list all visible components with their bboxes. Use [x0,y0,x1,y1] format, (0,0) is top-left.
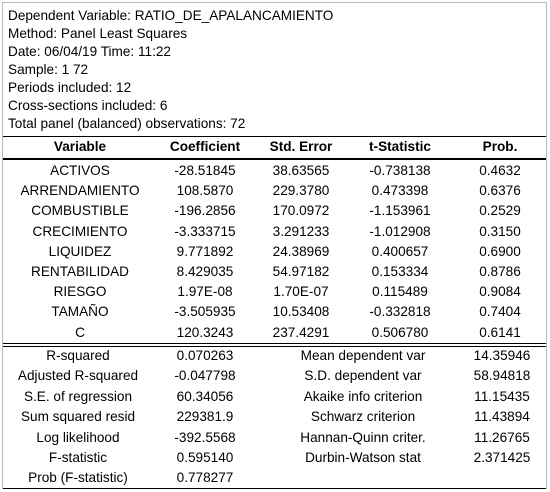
stat-label: Schwarz criterion [310,409,416,425]
variable-name: TAMAÑO [51,304,109,320]
prob-value: 0.6376 [479,183,521,199]
coefficient-value: -3.333715 [174,223,236,239]
stat-label: Sum squared resid [20,409,136,425]
stat-label: R-squared [46,348,110,363]
periods-line: Periods included: 12 [8,80,132,95]
stat-label: S.D. dependent var [304,368,422,384]
sample-line: Sample: 1 72 [8,62,89,77]
std-error-value: 237.4291 [272,324,330,340]
stat-label: Hannan-Quinn criter. [300,429,426,445]
stat-value: 14.35946 [473,348,531,363]
t-statistic-value: -0.332818 [369,304,431,320]
method-line: Method: Panel Least Squares [8,26,188,41]
t-statistic-value: 0.153334 [371,264,429,279]
stat-label: F-statistic [48,450,108,465]
prob-value: 0.4632 [479,163,521,178]
coefficient-value: 8.429035 [176,264,234,279]
prob-value: 0.2529 [479,203,521,219]
date-time-line: Date: 06/04/19 Time: 11:22 [8,44,171,59]
prob-value: 0.8786 [479,264,521,279]
stat-value: 0.595140 [176,450,234,465]
variable-name: RIESGO [53,284,107,300]
variable-name: CRECIMIENTO [32,223,128,239]
std-error-value: 1.70E-07 [273,284,329,300]
t-statistic-value: 0.506780 [371,324,429,340]
variable-name: LIQUIDEZ [48,243,112,259]
stats-top-rule-double [3,346,546,347]
prob-value: 0.6900 [479,243,521,259]
coefficient-value: 1.97E-08 [177,284,233,300]
stat-label: Prob (F-statistic) [28,470,128,486]
coefficient-value: -3.505935 [174,304,236,320]
observations-line: Total panel (balanced) observations: 72 [8,116,246,131]
table-top-rule [3,136,546,137]
stat-value: 229381.9 [176,409,234,425]
stat-value: 11.26765 [474,429,530,445]
table-bottom-rule [3,488,546,489]
variable-name: RENTABILIDAD [31,264,129,279]
cross-sections-line: Cross-sections included: 6 [8,98,168,113]
coefficient-value: 9.771892 [176,243,234,259]
col-header-t-statistic: t-Statistic [369,139,431,154]
stat-value: 60.34056 [176,388,234,404]
stat-label: Log likelihood [36,429,120,445]
t-statistic-value: 0.115489 [372,284,428,300]
stat-value: 0.070263 [176,348,234,363]
std-error-value: 3.291233 [272,223,330,239]
col-header-std-error: Std. Error [269,139,333,154]
dependent-variable-line: Dependent Variable: RATIO_DE_APALANCAMIE… [8,8,334,23]
variable-name: ACTIVOS [50,163,110,178]
stat-label: Mean dependent var [300,348,426,363]
stat-label: Akaike info criterion [303,388,423,404]
header-bottom-rule [3,158,546,160]
coefficient-value: -28.51845 [174,163,236,178]
t-statistic-value: 0.400657 [371,243,429,259]
stat-value: -392.5568 [174,429,236,445]
stats-top-rule [3,343,546,344]
stat-label: Durbin-Watson stat [305,450,421,465]
variable-name: C [75,324,85,340]
col-header-variable: Variable [53,139,107,154]
std-error-value: 229.3780 [272,183,330,199]
std-error-value: 170.0972 [272,203,330,219]
t-statistic-value: -1.012908 [369,223,431,239]
col-header-prob: Prob. [482,139,518,154]
coefficient-value: 108.5870 [176,183,234,199]
stat-label: Adjusted R-squared [17,368,139,384]
stat-value: -0.047798 [174,368,236,384]
col-header-coefficient: Coefficient [169,139,241,154]
stat-label: S.E. of regression [23,388,133,404]
stat-value: 58.94818 [473,368,531,384]
stat-value: 2.371425 [473,450,531,465]
prob-value: 0.6141 [479,324,521,340]
coefficient-value: 120.3243 [176,324,234,340]
t-statistic-value: 0.473398 [371,183,429,199]
prob-value: 0.3150 [479,223,521,239]
stat-value: 11.43894 [474,409,530,425]
stat-value: 11.15435 [474,388,530,404]
std-error-value: 38.63565 [272,163,330,178]
prob-value: 0.7404 [479,304,521,320]
std-error-value: 54.97182 [272,264,330,279]
coefficient-value: -196.2856 [174,203,236,219]
variable-name: ARRENDAMIENTO [20,183,140,199]
stat-value: 0.778277 [176,470,234,486]
prob-value: 0.9084 [479,284,521,300]
t-statistic-value: -0.738138 [369,163,431,178]
variable-name: COMBUSTIBLE [31,203,129,219]
std-error-value: 10.53408 [272,304,330,320]
t-statistic-value: -1.153961 [369,203,431,219]
std-error-value: 24.38969 [272,243,330,259]
